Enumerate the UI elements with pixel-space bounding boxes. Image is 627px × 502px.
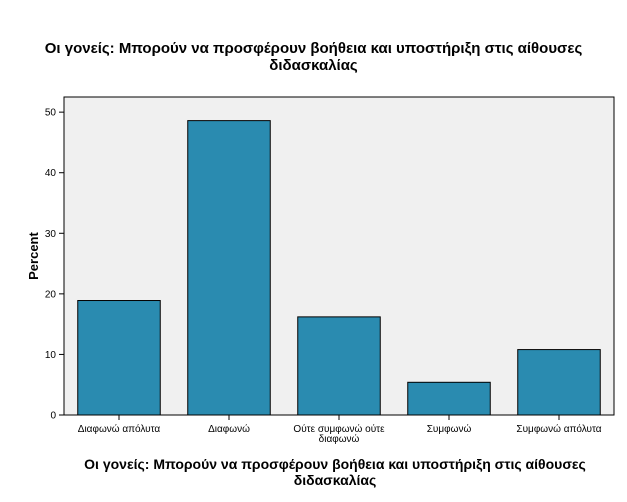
bar bbox=[77, 300, 161, 416]
chart-title-line-2: διδασκαλίας bbox=[269, 57, 358, 74]
x-tick-label: Διαφωνώ απόλυτα bbox=[78, 423, 161, 435]
x-tick-label: Συμφωνώ bbox=[427, 423, 472, 435]
x-tick-label: Συμφωνώ απόλυτα bbox=[516, 423, 601, 435]
chart-title: Οι γονείς: Μπορούν να προσφέρουν βοήθεια… bbox=[0, 40, 627, 74]
chart-title-line-1: Οι γονείς: Μπορούν να προσφέρουν βοήθεια… bbox=[44, 40, 583, 57]
y-tick-label: 50 bbox=[45, 108, 57, 119]
bar bbox=[407, 381, 491, 416]
x-axis-title: Οι γονείς: Μπορούν να προσφέρουν βοήθεια… bbox=[25, 456, 627, 488]
x-axis-title-line-1: Οι γονείς: Μπορούν να προσφέρουν βοήθεια… bbox=[84, 456, 586, 472]
bar bbox=[517, 349, 601, 416]
x-tick-label: Διαφωνώ bbox=[208, 423, 250, 435]
bar bbox=[187, 120, 271, 416]
y-tick-label: 0 bbox=[50, 411, 56, 422]
bar bbox=[297, 316, 381, 416]
y-tick-label: 10 bbox=[45, 350, 57, 361]
y-axis-title: Percent bbox=[26, 231, 41, 279]
y-tick-label: 20 bbox=[45, 289, 57, 300]
x-axis-title-line-2: διδασκαλίας bbox=[293, 472, 377, 488]
x-tick-label: Ούτε συμφωνώ ούτε bbox=[293, 423, 385, 435]
y-tick-label: 40 bbox=[45, 168, 57, 179]
x-tick-label: διαφωνώ bbox=[319, 433, 360, 445]
y-tick-label: 30 bbox=[45, 229, 57, 240]
